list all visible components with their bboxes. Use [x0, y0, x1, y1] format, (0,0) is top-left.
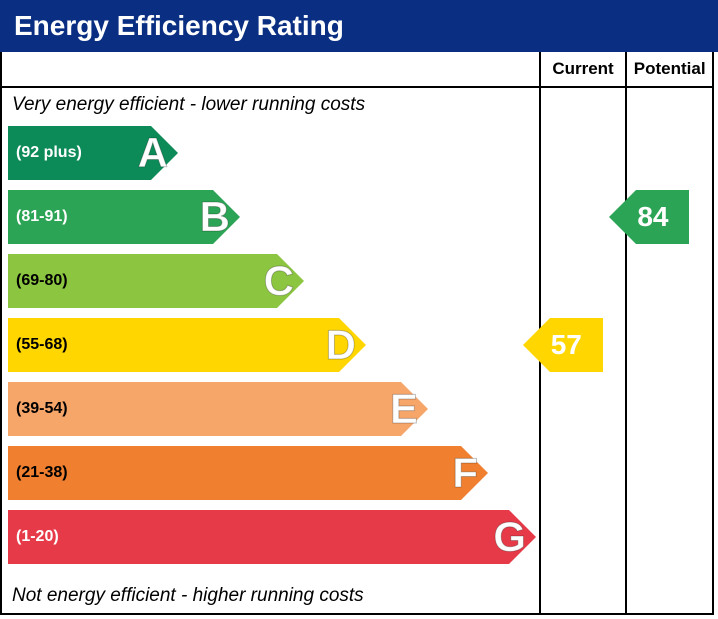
band-letter: C — [264, 257, 294, 305]
band-letter: A — [138, 129, 168, 177]
band-b: (81-91) B — [8, 190, 240, 244]
band-shape — [8, 510, 536, 564]
band-e: (39-54) E — [8, 382, 428, 436]
caption-inefficient: Not energy efficient - higher running co… — [12, 585, 364, 607]
band-a: (92 plus) A — [8, 126, 178, 180]
band-range: (1-20) — [16, 528, 59, 546]
caption-efficient: Very energy efficient - lower running co… — [12, 94, 365, 116]
col-potential-header: Potential — [627, 52, 712, 86]
bands-area: Very energy efficient - lower running co… — [2, 88, 541, 615]
chart-frame: Current Potential Very energy efficient … — [0, 52, 714, 615]
col-current-header: Current — [541, 52, 628, 86]
band-c: (69-80) C — [8, 254, 304, 308]
band-letter: G — [493, 513, 526, 561]
current-column: 57 — [541, 88, 628, 615]
band-f: (21-38) F — [8, 446, 488, 500]
band-range: (81-91) — [16, 208, 68, 226]
band-shape — [8, 446, 488, 500]
band-range: (21-38) — [16, 464, 68, 482]
band-range: (69-80) — [16, 272, 68, 290]
band-shape — [8, 382, 428, 436]
potential-marker-value: 84 — [637, 201, 668, 233]
title: Energy Efficiency Rating — [0, 0, 718, 52]
chart-body: Very energy efficient - lower running co… — [2, 88, 712, 615]
band-letter: F — [452, 449, 478, 497]
potential-marker: 84 — [609, 190, 689, 244]
current-marker: 57 — [523, 318, 603, 372]
band-range: (92 plus) — [16, 144, 82, 162]
band-g: (1-20) G — [8, 510, 536, 564]
band-range: (39-54) — [16, 400, 68, 418]
band-range: (55-68) — [16, 336, 68, 354]
band-letter: D — [326, 321, 356, 369]
col-main-header — [2, 52, 541, 86]
column-header-row: Current Potential — [2, 52, 712, 88]
potential-column: 84 — [627, 88, 712, 615]
band-d: (55-68) D — [8, 318, 366, 372]
current-marker-value: 57 — [551, 329, 582, 361]
band-letter: E — [390, 385, 418, 433]
band-letter: B — [200, 193, 230, 241]
